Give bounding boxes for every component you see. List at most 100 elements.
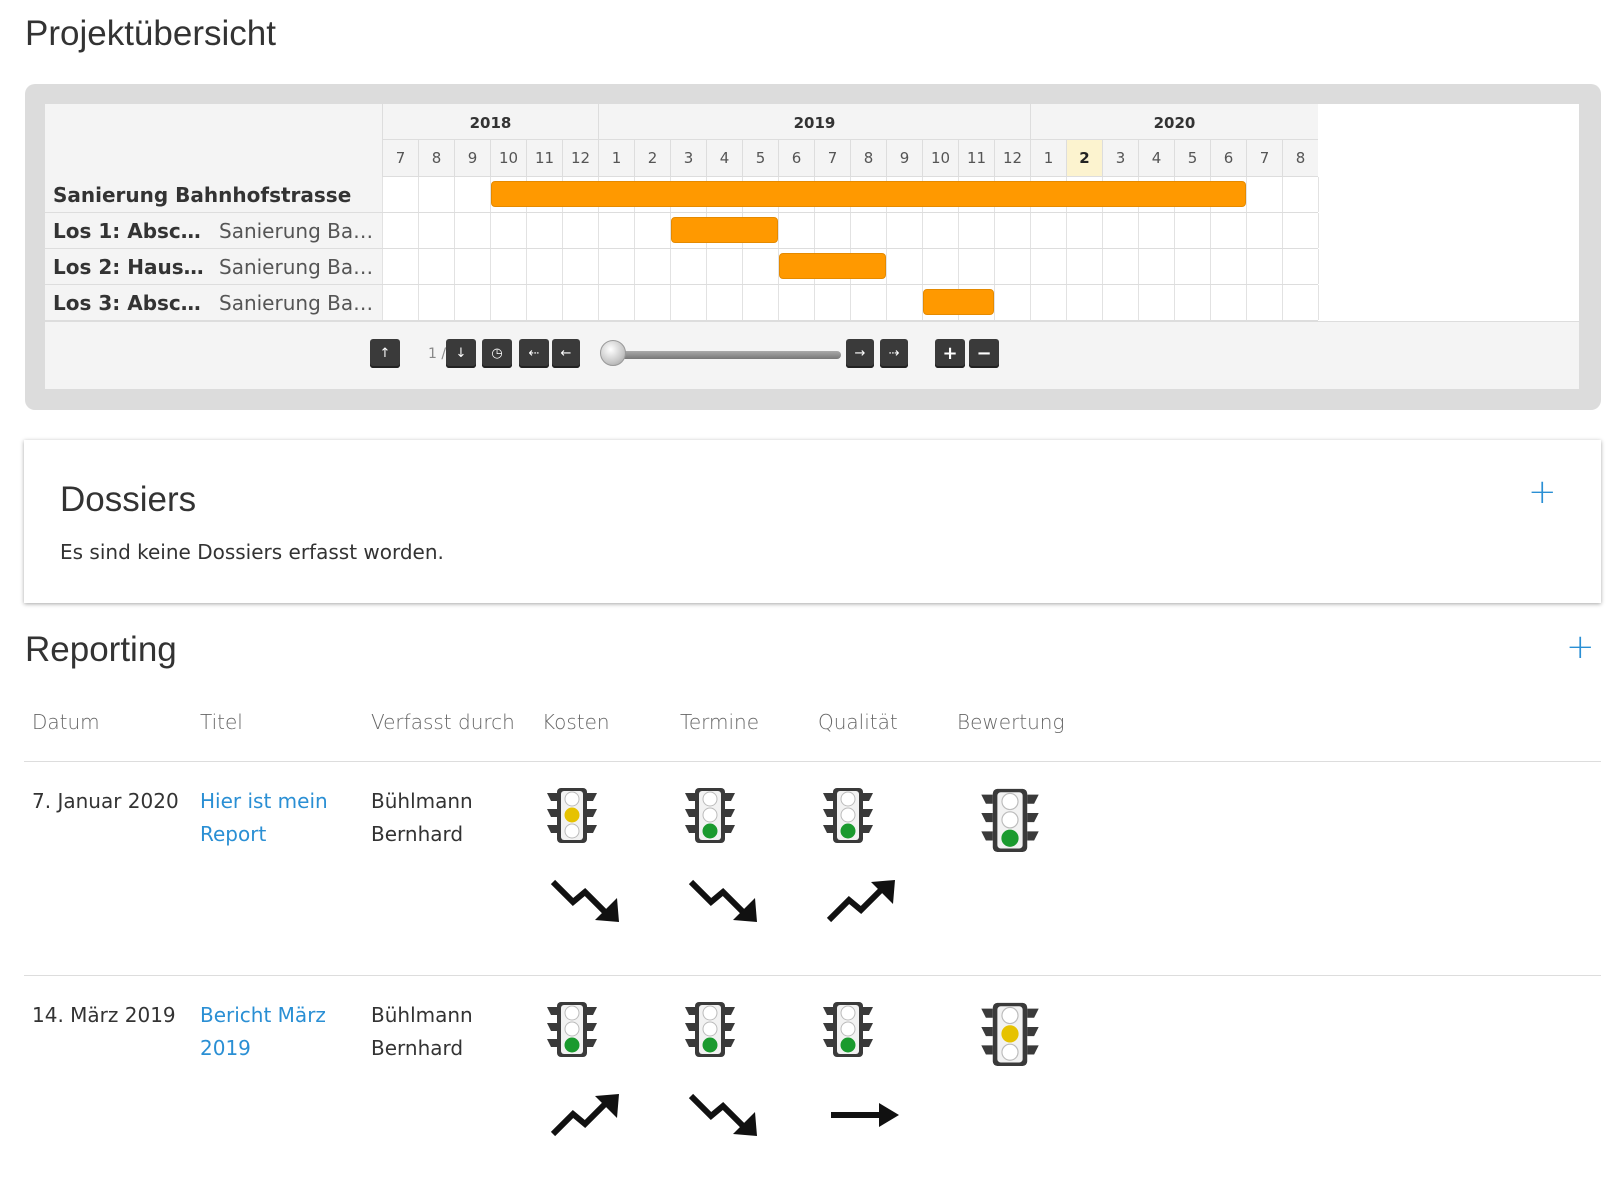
gantt-bar[interactable] xyxy=(923,289,994,315)
author-line1: Bühlmann xyxy=(371,1003,473,1027)
column-header-titel: Titel xyxy=(200,710,243,734)
gantt-row-grid xyxy=(382,249,1319,285)
down-arrow-icon: ↓ xyxy=(455,346,467,361)
gantt-grid-line xyxy=(1246,249,1247,284)
report-title-line2[interactable]: 2019 xyxy=(200,1036,251,1060)
gantt-bar[interactable] xyxy=(671,217,778,243)
gantt-month-today: 2 xyxy=(1066,140,1102,177)
gantt-grid-line xyxy=(454,213,455,248)
gantt-month-label: 1 xyxy=(1030,140,1066,177)
gantt-month-label: 5 xyxy=(1174,140,1210,177)
trend-arrow-icon xyxy=(550,879,619,922)
traffic-light-icon xyxy=(547,788,597,843)
column-header-datum: Datum xyxy=(32,710,100,734)
zoom-in-button[interactable]: + xyxy=(935,339,965,368)
gantt-grid-line xyxy=(634,213,635,248)
gantt-month-label: 8 xyxy=(1282,140,1318,177)
gantt-grid-line xyxy=(670,213,671,248)
gantt-chart: 2018 2019 2020 7 8 9 10 11 12 1 2 3 4 5 6 7 8 9 10 11 12 1 2 3 4… xyxy=(45,104,1579,389)
minus-icon: − xyxy=(976,343,992,364)
gantt-grid-line xyxy=(1282,285,1283,320)
gantt-grid-line xyxy=(598,213,599,248)
gantt-grid-line xyxy=(1138,249,1139,284)
gantt-grid-line xyxy=(1246,213,1247,248)
report-title-line1[interactable]: Bericht März xyxy=(200,1003,326,1027)
gantt-grid-line xyxy=(1102,285,1103,320)
column-header-termine: Termine xyxy=(680,710,760,734)
gantt-month-label: 1 xyxy=(598,140,634,177)
report-title-line1[interactable]: Hier ist mein xyxy=(200,789,328,813)
gantt-grid-line xyxy=(778,213,779,248)
report-date: 14. März 2019 xyxy=(32,1003,176,1027)
add-dossier-button[interactable]: + xyxy=(1528,472,1557,512)
gantt-month-label: 7 xyxy=(1246,140,1282,177)
gantt-grid-line xyxy=(1210,285,1211,320)
timeline-slider-track[interactable] xyxy=(617,351,841,359)
gantt-row-label[interactable]: Sanierung Bahnhofstrasse xyxy=(45,177,382,213)
gantt-grid-line xyxy=(1030,285,1031,320)
gantt-grid-line xyxy=(1318,285,1319,320)
fast-right-icon: ⇢ xyxy=(888,346,900,361)
zoom-out-button[interactable]: − xyxy=(969,339,999,368)
gantt-grid-line xyxy=(1174,285,1175,320)
gantt-grid-line xyxy=(634,285,635,320)
author-line2: Bernhard xyxy=(371,822,464,846)
gantt-grid-line xyxy=(1030,249,1031,284)
gantt-grid-line xyxy=(598,285,599,320)
scroll-to-today-button[interactable]: ◷ xyxy=(482,339,512,368)
report-date: 7. Januar 2020 xyxy=(32,789,179,813)
trend-arrow-icon xyxy=(831,1103,899,1127)
add-report-button[interactable]: + xyxy=(1566,627,1595,667)
gantt-month-label: 3 xyxy=(670,140,706,177)
gantt-row-label[interactable]: Los 3: AbschlussarbeitenSanierung Bahnho… xyxy=(45,285,382,321)
gantt-month-label: 6 xyxy=(778,140,814,177)
gantt-grid-line xyxy=(634,249,635,284)
gantt-grid-line xyxy=(490,177,491,212)
gantt-grid-line xyxy=(994,213,995,248)
gantt-grid-line xyxy=(958,249,959,284)
gantt-grid-line xyxy=(922,213,923,248)
gantt-grid-line xyxy=(526,249,527,284)
report-author: Bühlmann Bernhard xyxy=(371,999,473,1065)
gantt-grid-line xyxy=(526,285,527,320)
trend-arrow-icon xyxy=(688,1093,757,1136)
gantt-task-name: Sanierung Bahnhofstrasse xyxy=(53,183,352,207)
scroll-down-button[interactable]: ↓ xyxy=(446,339,476,368)
gantt-row-label[interactable]: Los 1: AbschnittSanierung Bahnhofstrasse xyxy=(45,213,382,249)
gantt-grid-line xyxy=(1318,213,1319,248)
gantt-grid-line xyxy=(1246,285,1247,320)
gantt-grid-line xyxy=(814,285,815,320)
gantt-month-label: 8 xyxy=(418,140,454,177)
gantt-grid-line xyxy=(1102,213,1103,248)
gantt-grid-line xyxy=(886,285,887,320)
left-arrow-icon: ← xyxy=(560,346,572,361)
traffic-light-icon xyxy=(823,1002,873,1057)
gantt-row-label[interactable]: Los 2: HausnummernSanierung Bahnhofstras… xyxy=(45,249,382,285)
gantt-row-grid xyxy=(382,177,1319,213)
report-title-link[interactable]: Bericht März 2019 xyxy=(200,999,326,1065)
gantt-grid-line xyxy=(1066,285,1067,320)
timeline-slider-handle[interactable] xyxy=(600,340,626,366)
column-header-qualitaet: Qualität xyxy=(818,710,898,734)
report-title-line2[interactable]: Report xyxy=(200,822,267,846)
trend-arrow-icon xyxy=(550,1094,619,1137)
gantt-month-label: 9 xyxy=(886,140,922,177)
fast-right-button[interactable]: ⇢ xyxy=(880,339,908,368)
gantt-bar[interactable] xyxy=(491,181,1246,207)
fast-left-button[interactable]: ⇠ xyxy=(519,339,549,368)
page-title: Projektübersicht xyxy=(25,14,276,53)
report-title-link[interactable]: Hier ist mein Report xyxy=(200,785,328,851)
gantt-month-label: 3 xyxy=(1102,140,1138,177)
gantt-grid-line xyxy=(562,213,563,248)
gantt-bar[interactable] xyxy=(779,253,886,279)
scroll-up-button[interactable]: ↑ xyxy=(370,339,400,368)
left-button[interactable]: ← xyxy=(552,339,580,368)
column-header-kosten: Kosten xyxy=(542,710,610,734)
column-header-verfasst: Verfasst durch xyxy=(371,710,515,734)
gantt-task-name: Los 1: Abschnitt xyxy=(53,219,213,243)
gantt-grid-line xyxy=(1282,213,1283,248)
traffic-light-icon xyxy=(685,788,735,843)
right-button[interactable]: → xyxy=(846,339,874,368)
trend-arrow-icon xyxy=(826,880,895,923)
traffic-light-icon xyxy=(981,788,1039,852)
